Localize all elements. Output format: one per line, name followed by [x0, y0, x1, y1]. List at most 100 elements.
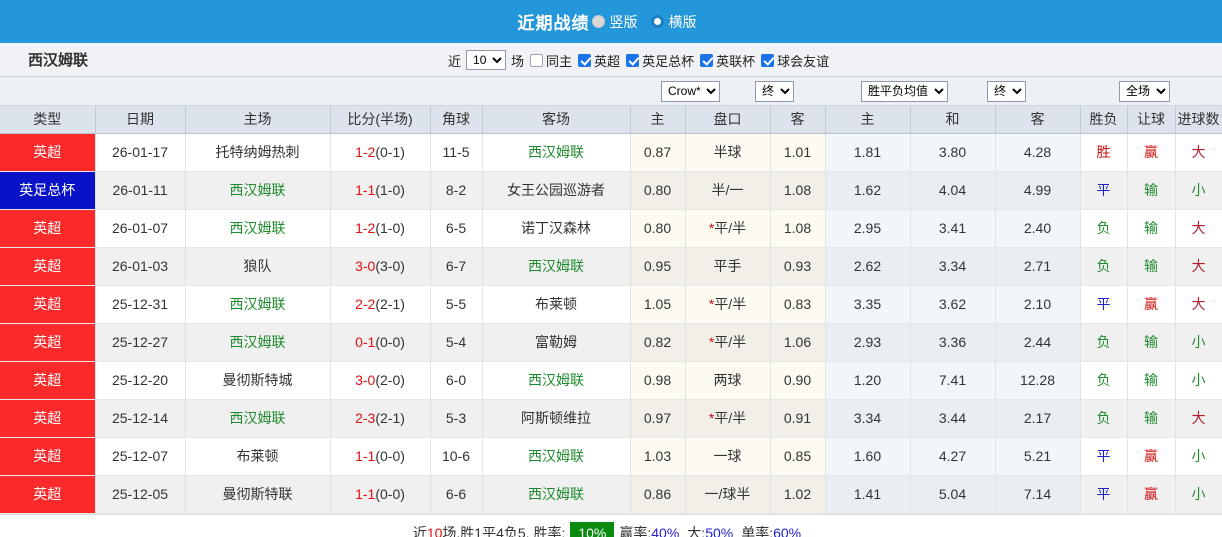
away-team-name[interactable]: 诺丁汉森林	[521, 220, 591, 236]
col-home[interactable]: 主场	[185, 106, 331, 134]
cell-home-team[interactable]: 西汉姆联	[185, 323, 331, 362]
cell-home-team[interactable]: 托特纳姆热刺	[185, 133, 331, 172]
home-team-name[interactable]: 西汉姆联	[229, 182, 286, 198]
cell-score[interactable]: 1-1(0-0)	[330, 437, 431, 476]
cell-away-team[interactable]: 西汉姆联	[482, 475, 631, 514]
cell-away-team[interactable]: 诺丁汉森林	[482, 209, 631, 248]
cell-home-team[interactable]: 西汉姆联	[185, 285, 331, 324]
cell-away-team[interactable]: 西汉姆联	[482, 247, 631, 286]
cell-home-team[interactable]: 布莱顿	[185, 437, 331, 476]
cell-away-team[interactable]: 布莱顿	[482, 285, 631, 324]
competition-badge[interactable]: 英超	[0, 285, 94, 322]
col-euro-home[interactable]: 主	[825, 106, 911, 134]
cell-type[interactable]: 英超	[0, 285, 96, 324]
home-team-name[interactable]: 西汉姆联	[229, 220, 286, 236]
home-team-name[interactable]: 狼队	[243, 258, 272, 274]
competition-badge[interactable]: 英超	[0, 247, 94, 284]
col-result[interactable]: 胜负	[1080, 106, 1128, 134]
col-type[interactable]: 类型	[0, 106, 96, 134]
competition-label-premier-league[interactable]: 英超	[594, 53, 621, 69]
cell-away-team[interactable]: 西汉姆联	[482, 437, 631, 476]
col-euro-away[interactable]: 客	[995, 106, 1081, 134]
competition-label-league-cup[interactable]: 英联杯	[716, 53, 756, 69]
cell-away-team[interactable]: 西汉姆联	[482, 133, 631, 172]
away-team-name[interactable]: 西汉姆联	[528, 372, 584, 388]
col-goals-result[interactable]: 进球数	[1175, 106, 1222, 134]
cell-away-team[interactable]: 女王公园巡游者	[482, 171, 631, 210]
table-row[interactable]: 英超 26-01-17 托特纳姆热刺 1-2(0-1) 11-5 西汉姆联 0.87 半球 1.…	[0, 133, 1222, 172]
match-count-select[interactable]: 10	[466, 50, 507, 70]
col-handicap-away[interactable]: 客	[770, 106, 826, 134]
col-date[interactable]: 日期	[95, 106, 186, 134]
competition-checkbox-premier-league[interactable]	[578, 53, 592, 67]
european-odds-select[interactable]: 胜平负均值	[861, 80, 948, 102]
col-score[interactable]: 比分(半场)	[330, 106, 431, 134]
cell-home-team[interactable]: 西汉姆联	[185, 399, 331, 438]
radio-horizontal-view-label[interactable]: 横版	[668, 13, 697, 30]
col-away[interactable]: 客场	[482, 106, 631, 134]
competition-checkbox-fa-cup[interactable]	[626, 53, 640, 67]
competition-checkbox-league-cup[interactable]	[700, 53, 714, 67]
away-team-name[interactable]: 布莱顿	[535, 296, 577, 312]
cell-score[interactable]: 1-2(1-0)	[330, 209, 431, 248]
table-row[interactable]: 英超 26-01-03 狼队 3-0(3-0) 6-7 西汉姆联 0.95 平手 0.93 2.6…	[0, 247, 1222, 286]
table-row[interactable]: 英超 25-12-20 曼彻斯特城 3-0(2-0) 6-0 西汉姆联 0.98 两球 0.90…	[0, 361, 1222, 400]
home-team-name[interactable]: 西汉姆联	[229, 334, 286, 350]
cell-score[interactable]: 1-1(1-0)	[330, 171, 431, 210]
table-row[interactable]: 英超 26-01-07 西汉姆联 1-2(1-0) 6-5 诺丁汉森林 0.80 *平/半 1.…	[0, 209, 1222, 248]
competition-badge[interactable]: 英足总杯	[0, 171, 94, 208]
away-team-name[interactable]: 西汉姆联	[528, 448, 584, 464]
competition-badge[interactable]: 英超	[0, 209, 94, 246]
home-team-name[interactable]: 曼彻斯特城	[222, 372, 293, 388]
radio-vertical-view-label[interactable]: 竖版	[609, 13, 638, 30]
col-euro-draw[interactable]: 和	[910, 106, 996, 134]
cell-type[interactable]: 英超	[0, 323, 96, 362]
table-row[interactable]: 英超 25-12-05 曼彻斯特联 1-1(0-0) 6-6 西汉姆联 0.86 一/球半 1.…	[0, 475, 1222, 514]
home-team-name[interactable]: 托特纳姆热刺	[215, 144, 300, 160]
col-handicap-result[interactable]: 让球	[1127, 106, 1176, 134]
away-team-name[interactable]: 西汉姆联	[528, 486, 584, 502]
european-stage-select[interactable]: 终	[987, 80, 1026, 102]
competition-badge[interactable]: 英超	[0, 399, 94, 436]
cell-score[interactable]: 2-2(2-1)	[330, 285, 431, 324]
handicap-stage-select[interactable]: 终	[755, 80, 794, 102]
cell-home-team[interactable]: 西汉姆联	[185, 171, 331, 210]
away-team-name[interactable]: 富勒姆	[535, 334, 577, 350]
cell-away-team[interactable]: 西汉姆联	[482, 361, 631, 400]
cell-home-team[interactable]: 曼彻斯特城	[185, 361, 331, 400]
cell-away-team[interactable]: 阿斯顿维拉	[482, 399, 631, 438]
cell-score[interactable]: 1-1(0-0)	[330, 475, 431, 514]
same-host-label[interactable]: 同主	[546, 53, 573, 69]
competition-label-club-friendly[interactable]: 球会友谊	[777, 53, 830, 69]
competition-badge[interactable]: 英超	[0, 361, 94, 398]
cell-score[interactable]: 3-0(3-0)	[330, 247, 431, 286]
home-team-name[interactable]: 曼彻斯特联	[222, 486, 293, 502]
home-team-name[interactable]: 布莱顿	[236, 448, 279, 464]
cell-score[interactable]: 3-0(2-0)	[330, 361, 431, 400]
col-handicap-line[interactable]: 盘口	[685, 106, 771, 134]
home-team-name[interactable]: 西汉姆联	[229, 296, 286, 312]
cell-home-team[interactable]: 西汉姆联	[185, 209, 331, 248]
table-row[interactable]: 英超 25-12-27 西汉姆联 0-1(0-0) 5-4 富勒姆 0.82 *平/半 1.06…	[0, 323, 1222, 362]
match-scope-select[interactable]: 全场	[1119, 80, 1170, 102]
cell-score[interactable]: 1-2(0-1)	[330, 133, 431, 172]
away-team-name[interactable]: 西汉姆联	[528, 144, 584, 160]
cell-type[interactable]: 英超	[0, 475, 96, 514]
cell-type[interactable]: 英超	[0, 437, 96, 476]
competition-checkbox-club-friendly[interactable]	[761, 53, 775, 67]
radio-vertical-view[interactable]	[591, 15, 605, 28]
table-row[interactable]: 英足总杯 26-01-11 西汉姆联 1-1(1-0) 8-2 女王公园巡游者 0.80 半/…	[0, 171, 1222, 210]
cell-away-team[interactable]: 富勒姆	[482, 323, 631, 362]
table-row[interactable]: 英超 25-12-31 西汉姆联 2-2(2-1) 5-5 布莱顿 1.05 *平/半 0.83…	[0, 285, 1222, 324]
home-team-name[interactable]: 西汉姆联	[229, 410, 286, 426]
cell-type[interactable]: 英超	[0, 399, 96, 438]
radio-horizontal-view[interactable]	[650, 15, 664, 28]
competition-badge[interactable]: 英超	[0, 437, 94, 474]
cell-home-team[interactable]: 曼彻斯特联	[185, 475, 331, 514]
cell-type[interactable]: 英足总杯	[0, 171, 96, 210]
cell-home-team[interactable]: 狼队	[185, 247, 331, 286]
competition-badge[interactable]: 英超	[0, 133, 94, 170]
away-team-name[interactable]: 阿斯顿维拉	[521, 410, 591, 426]
away-team-name[interactable]: 西汉姆联	[528, 258, 584, 274]
col-corner[interactable]: 角球	[430, 106, 483, 134]
